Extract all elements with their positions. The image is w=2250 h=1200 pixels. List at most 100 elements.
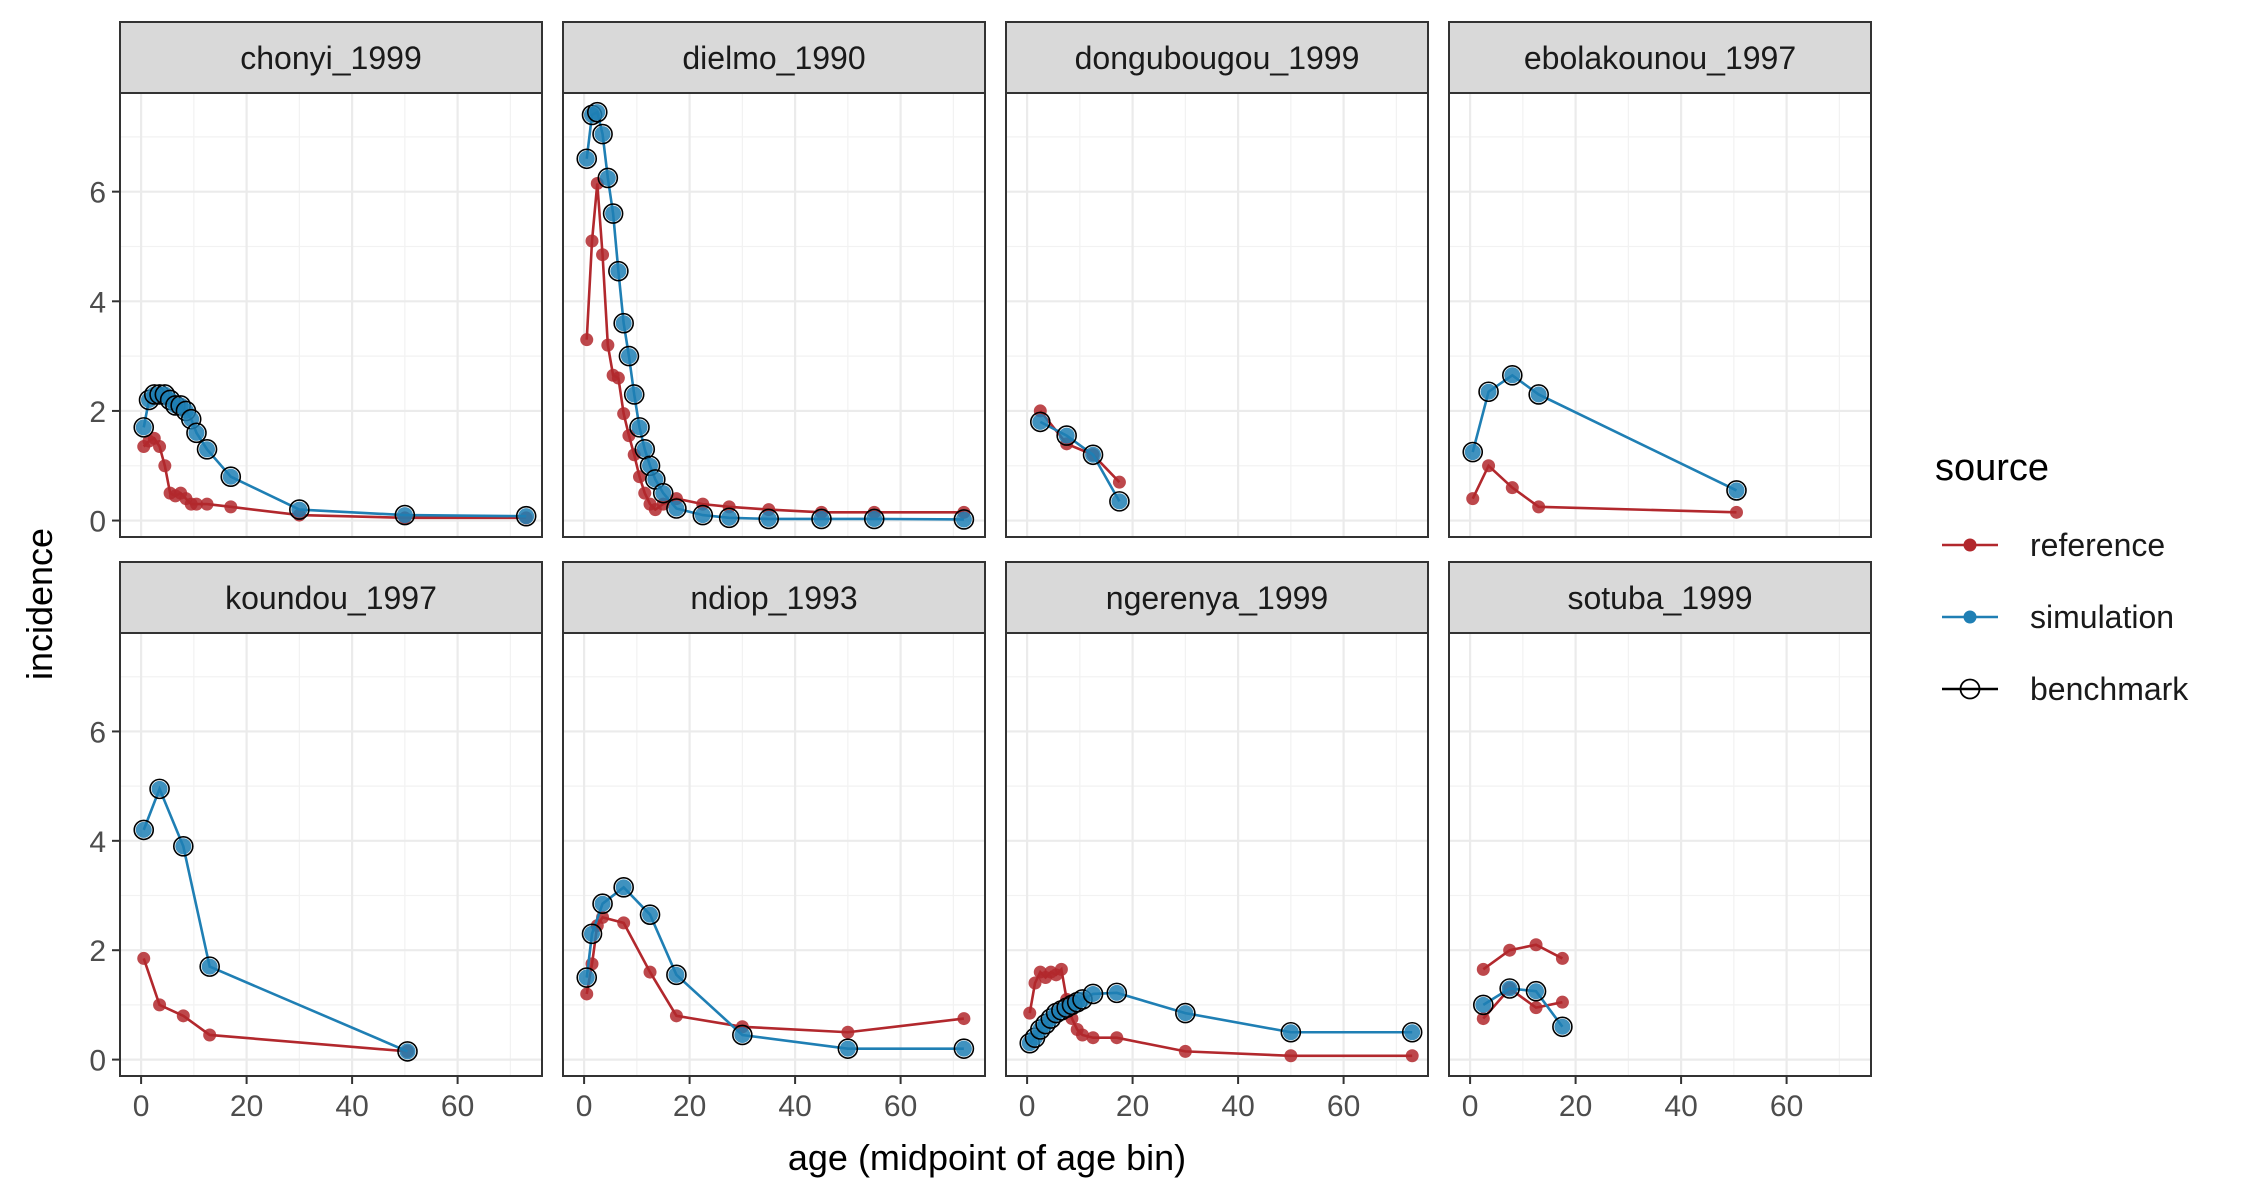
- legend-key-marker: [1963, 538, 1977, 552]
- x-tick-label: 40: [335, 1090, 368, 1123]
- legend-label: reference: [2030, 527, 2165, 563]
- reference-point: [841, 1025, 855, 1039]
- panel-strip: [562, 561, 986, 634]
- benchmark-point: [149, 778, 170, 800]
- benchmark-point: [1499, 978, 1520, 999]
- panel-ndiop_1993: ndiop_1993 0 20 40 60: [562, 561, 986, 1123]
- benchmark-point: [196, 438, 218, 460]
- plot-area: [1006, 93, 1428, 537]
- simulation-point: [1085, 446, 1102, 463]
- reference-point: [1466, 492, 1480, 506]
- reference-point: [176, 1009, 190, 1023]
- simulation-point: [135, 821, 152, 838]
- simulation-line: [1482, 987, 1564, 1028]
- reference-point: [1529, 938, 1543, 952]
- simulation-point: [839, 1040, 856, 1057]
- benchmark-point: [1082, 983, 1104, 1005]
- legend-entry-benchmark: benchmark: [1942, 671, 2189, 707]
- plot-area: [1449, 93, 1871, 537]
- reference-point: [696, 497, 710, 511]
- simulation-series: [1462, 364, 1747, 501]
- benchmark-point: [1401, 1021, 1423, 1043]
- reference-point: [1075, 1028, 1089, 1042]
- simulation-point: [578, 150, 595, 167]
- legend-key-marker: [1959, 678, 1981, 700]
- y-tick-label: 0: [89, 506, 106, 539]
- x-tick-label: 20: [673, 1090, 706, 1123]
- simulation-point: [647, 471, 664, 488]
- reference-point: [580, 333, 594, 347]
- benchmark-point: [397, 1041, 418, 1062]
- legend-entry-simulation: simulation: [1942, 599, 2174, 635]
- reference-point: [1729, 505, 1743, 519]
- panel-ngerenya_1999: ngerenya_1999 0 20 40 60: [1005, 561, 1429, 1123]
- simulation-point: [201, 958, 218, 975]
- reference-point: [1405, 1049, 1419, 1063]
- simulation-point: [955, 511, 972, 528]
- benchmark-point: [613, 877, 634, 898]
- benchmark-point: [608, 260, 629, 282]
- simulation-point: [1111, 493, 1128, 510]
- simulation-point: [594, 126, 611, 143]
- simulation-point: [1501, 980, 1518, 997]
- simulation-point: [615, 879, 632, 896]
- panel-title: ebolakounou_1997: [1524, 40, 1796, 76]
- benchmark-point: [953, 1038, 975, 1059]
- simulation-point: [188, 424, 205, 441]
- reference-line: [1482, 943, 1564, 971]
- reference-line: [585, 183, 964, 514]
- reference-point: [638, 486, 652, 500]
- simulation-point: [620, 348, 637, 365]
- y-tick-label: 6: [89, 716, 106, 749]
- legend-entry-reference: reference: [1942, 527, 2165, 563]
- simulation-point: [589, 104, 606, 121]
- y-axis-label: incidence: [19, 528, 60, 680]
- panel-title: koundou_1997: [225, 580, 437, 616]
- simulation-point: [1085, 985, 1102, 1002]
- simulation-series: [576, 877, 975, 1059]
- benchmark-point: [732, 1024, 753, 1046]
- simulation-point: [636, 441, 653, 458]
- reference-point: [153, 998, 167, 1012]
- reference-point: [1178, 1044, 1192, 1058]
- simulation-point: [199, 441, 216, 458]
- benchmark-point: [576, 148, 598, 170]
- panel-title: chonyi_1999: [240, 40, 421, 76]
- benchmark-point: [220, 466, 242, 488]
- benchmark-point: [1056, 425, 1077, 446]
- panel-border: [562, 632, 986, 1077]
- panel-title: sotuba_1999: [1567, 580, 1752, 616]
- benchmark-point: [629, 417, 650, 438]
- plot-area: [563, 93, 985, 537]
- simulation-point: [610, 263, 627, 280]
- simulation-point: [175, 838, 192, 855]
- reference-line: [1482, 986, 1563, 1020]
- simulation-point: [1464, 444, 1481, 461]
- benchmark-point: [576, 967, 598, 988]
- x-tick-label: 20: [230, 1090, 263, 1123]
- gridlines: [120, 633, 542, 1076]
- reference-point: [580, 987, 594, 1001]
- y-tick-label: 4: [89, 826, 106, 859]
- reference-point: [158, 459, 172, 473]
- y-tick-label: 2: [89, 396, 106, 429]
- benchmark-point: [863, 508, 885, 530]
- benchmark-point: [289, 499, 310, 520]
- benchmark-point: [133, 819, 155, 841]
- gridlines: [1449, 633, 1871, 1076]
- simulation-point: [396, 507, 413, 524]
- simulation-series: [576, 101, 975, 530]
- simulation-point: [813, 510, 830, 527]
- simulation-point: [222, 468, 239, 485]
- reference-point: [585, 234, 599, 248]
- simulation-point: [1032, 413, 1049, 430]
- y-tick-label: 2: [89, 935, 106, 968]
- panel-title: dielmo_1990: [682, 40, 865, 76]
- benchmark-point: [515, 505, 537, 527]
- panel-border: [119, 92, 543, 538]
- panel-border: [562, 92, 986, 538]
- simulation-point: [578, 969, 595, 986]
- reference-point: [1476, 1012, 1490, 1026]
- benchmark-point: [1029, 411, 1051, 433]
